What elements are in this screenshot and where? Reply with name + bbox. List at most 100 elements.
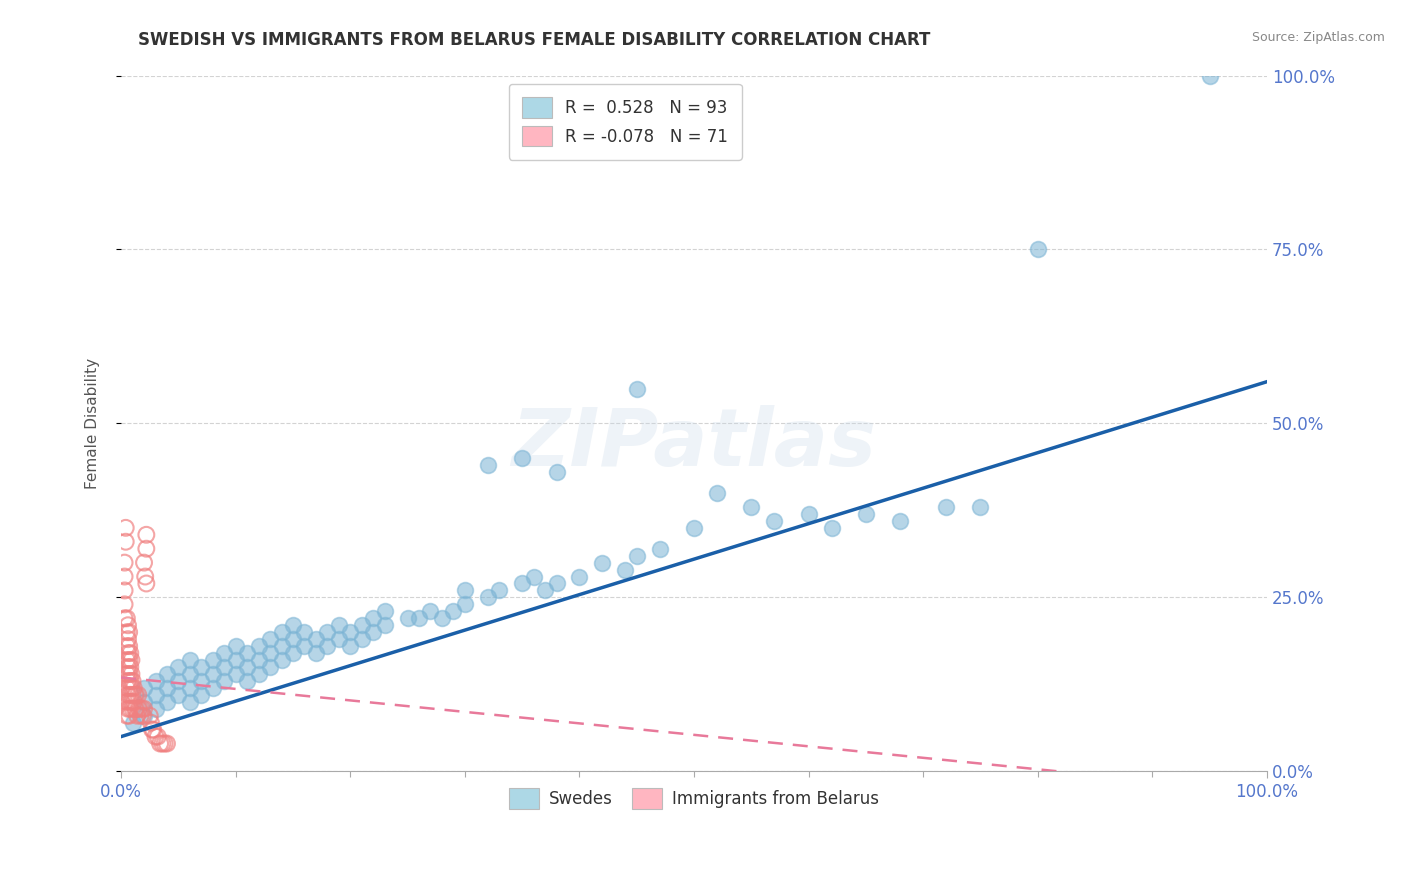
Point: [281, 618, 304, 632]
Point: [1198, 69, 1220, 83]
Point: [510, 451, 533, 466]
Point: [156, 681, 179, 695]
Point: [626, 549, 648, 563]
Point: [683, 521, 706, 535]
Point: [969, 500, 991, 514]
Point: [546, 465, 568, 479]
Point: [396, 611, 419, 625]
Point: [305, 646, 328, 660]
Point: [167, 688, 190, 702]
Y-axis label: Female Disability: Female Disability: [86, 358, 100, 489]
Point: [128, 702, 150, 716]
Point: [339, 625, 361, 640]
Point: [121, 715, 143, 730]
Point: [115, 667, 138, 681]
Point: [430, 611, 453, 625]
Point: [120, 653, 142, 667]
Point: [139, 708, 162, 723]
Point: [127, 708, 149, 723]
Point: [146, 730, 169, 744]
Point: [117, 646, 139, 660]
Point: [374, 618, 396, 632]
Point: [361, 611, 384, 625]
Point: [763, 514, 786, 528]
Point: [190, 673, 212, 688]
Point: [127, 702, 149, 716]
Point: [294, 639, 316, 653]
Point: [454, 598, 477, 612]
Point: [122, 681, 145, 695]
Point: [131, 702, 153, 716]
Point: [125, 702, 148, 716]
Point: [328, 618, 350, 632]
Point: [225, 653, 247, 667]
Point: [127, 688, 149, 702]
Point: [150, 737, 173, 751]
Point: [132, 695, 155, 709]
Point: [419, 604, 441, 618]
Point: [441, 604, 464, 618]
Point: [156, 737, 179, 751]
Point: [190, 660, 212, 674]
Point: [114, 583, 136, 598]
Point: [328, 632, 350, 647]
Point: [114, 534, 136, 549]
Point: [568, 569, 591, 583]
Point: [132, 681, 155, 695]
Point: [247, 667, 270, 681]
Point: [120, 695, 142, 709]
Point: [855, 507, 877, 521]
Point: [546, 576, 568, 591]
Point: [118, 695, 141, 709]
Point: [132, 556, 155, 570]
Point: [350, 632, 373, 647]
Point: [141, 723, 163, 737]
Point: [120, 702, 142, 716]
Point: [201, 681, 224, 695]
Point: [115, 681, 138, 695]
Point: [117, 673, 139, 688]
Point: [117, 688, 139, 702]
Point: [114, 521, 136, 535]
Point: [120, 681, 142, 695]
Point: [115, 639, 138, 653]
Point: [477, 591, 499, 605]
Point: [281, 646, 304, 660]
Point: [129, 708, 152, 723]
Point: [135, 528, 157, 542]
Point: [121, 688, 143, 702]
Point: [118, 625, 141, 640]
Point: [118, 653, 141, 667]
Point: [117, 632, 139, 647]
Point: [534, 583, 557, 598]
Point: [167, 660, 190, 674]
Point: [510, 576, 533, 591]
Point: [120, 673, 142, 688]
Point: [889, 514, 911, 528]
Point: [115, 625, 138, 640]
Point: [115, 695, 138, 709]
Point: [740, 500, 762, 514]
Point: [212, 646, 235, 660]
Point: [120, 688, 142, 702]
Point: [259, 632, 281, 647]
Point: [115, 708, 138, 723]
Point: [281, 632, 304, 647]
Point: [350, 618, 373, 632]
Point: [115, 653, 138, 667]
Point: [236, 646, 259, 660]
Point: [120, 660, 142, 674]
Point: [1026, 243, 1049, 257]
Point: [114, 611, 136, 625]
Point: [294, 625, 316, 640]
Point: [179, 667, 201, 681]
Point: [118, 667, 141, 681]
Point: [117, 618, 139, 632]
Point: [134, 569, 156, 583]
Point: [156, 695, 179, 709]
Point: [156, 667, 179, 681]
Point: [132, 708, 155, 723]
Point: [477, 458, 499, 473]
Point: [145, 730, 167, 744]
Point: [259, 646, 281, 660]
